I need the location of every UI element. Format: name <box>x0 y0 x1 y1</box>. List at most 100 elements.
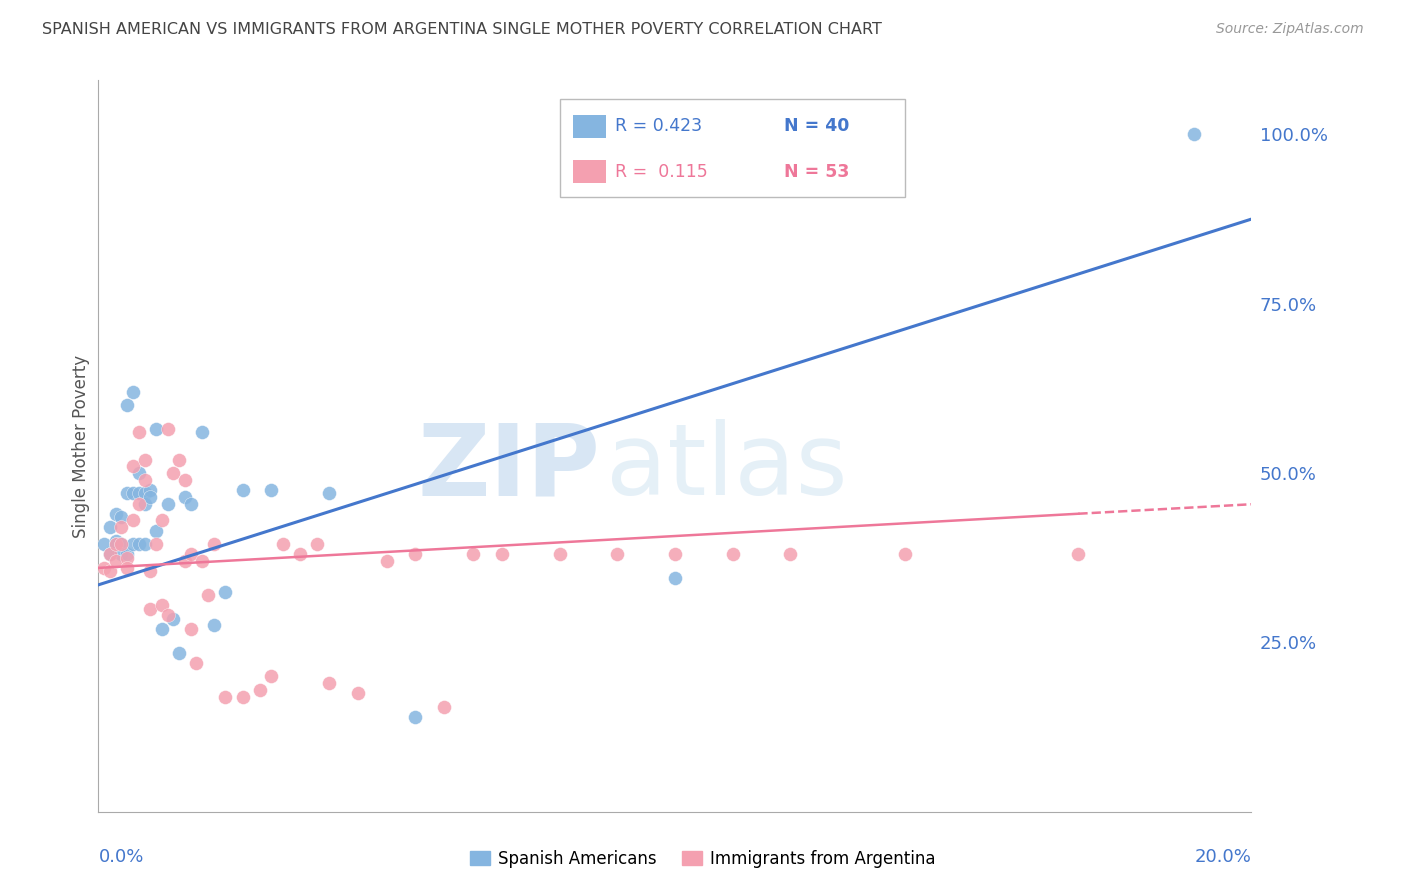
Point <box>664 571 686 585</box>
Point <box>93 561 115 575</box>
Text: SPANISH AMERICAN VS IMMIGRANTS FROM ARGENTINA SINGLE MOTHER POVERTY CORRELATION : SPANISH AMERICAN VS IMMIGRANTS FROM ARGE… <box>42 22 882 37</box>
Text: N = 53: N = 53 <box>785 162 849 181</box>
Point <box>145 537 167 551</box>
Point <box>128 537 150 551</box>
Point <box>461 547 484 561</box>
Point <box>98 564 121 578</box>
Point <box>122 514 145 528</box>
Text: 20.0%: 20.0% <box>1195 848 1251 866</box>
Point <box>405 547 427 561</box>
Text: N = 40: N = 40 <box>785 118 849 136</box>
Point <box>375 554 398 568</box>
Point <box>180 547 202 561</box>
Text: R =  0.115: R = 0.115 <box>614 162 707 181</box>
Point <box>117 486 139 500</box>
Text: Source: ZipAtlas.com: Source: ZipAtlas.com <box>1216 22 1364 37</box>
Point <box>214 584 236 599</box>
Point <box>174 554 197 568</box>
Point <box>894 547 917 561</box>
Point <box>162 612 184 626</box>
Point <box>260 669 283 683</box>
Point <box>128 425 150 440</box>
Point <box>145 422 167 436</box>
Point <box>290 547 312 561</box>
Point <box>202 618 225 632</box>
Point <box>139 564 162 578</box>
Point <box>318 486 340 500</box>
Point <box>1067 547 1090 561</box>
FancyBboxPatch shape <box>560 99 905 197</box>
Point <box>162 466 184 480</box>
Point <box>104 507 127 521</box>
Legend: Spanish Americans, Immigrants from Argentina: Spanish Americans, Immigrants from Argen… <box>464 844 942 875</box>
Point <box>122 459 145 474</box>
Point <box>150 598 173 612</box>
Point <box>271 537 294 551</box>
Bar <box>574 160 606 184</box>
Point <box>186 656 208 670</box>
Point <box>191 554 214 568</box>
Point <box>491 547 513 561</box>
Point <box>156 422 179 436</box>
Point <box>167 452 190 467</box>
Point <box>214 690 236 704</box>
Point <box>110 537 132 551</box>
Point <box>134 486 156 500</box>
Point <box>110 537 132 551</box>
Point <box>156 497 179 511</box>
Point <box>174 473 197 487</box>
Point <box>721 547 744 561</box>
Bar <box>574 115 606 138</box>
Point <box>104 537 127 551</box>
Point <box>1182 128 1205 142</box>
Point <box>779 547 801 561</box>
Point <box>606 547 628 561</box>
Point <box>110 510 132 524</box>
Point <box>231 483 254 497</box>
Point <box>117 398 139 412</box>
Point <box>139 601 162 615</box>
Point <box>180 497 202 511</box>
Point <box>664 547 686 561</box>
Point <box>117 561 139 575</box>
Point <box>167 646 190 660</box>
Point <box>117 547 139 561</box>
Point <box>231 690 254 704</box>
Point <box>150 514 173 528</box>
Point <box>104 537 127 551</box>
Y-axis label: Single Mother Poverty: Single Mother Poverty <box>72 354 90 538</box>
Point <box>307 537 329 551</box>
Point <box>180 622 202 636</box>
Point <box>249 682 271 697</box>
Point <box>98 547 121 561</box>
Point <box>433 699 456 714</box>
Point <box>202 537 225 551</box>
Point <box>128 486 150 500</box>
Point <box>122 384 145 399</box>
Point <box>197 588 219 602</box>
Point <box>139 490 162 504</box>
Point <box>134 473 156 487</box>
Point <box>93 537 115 551</box>
Point <box>134 452 156 467</box>
Point <box>110 520 132 534</box>
Point <box>134 497 156 511</box>
Point <box>139 483 162 497</box>
Text: atlas: atlas <box>606 419 848 516</box>
Text: 0.0%: 0.0% <box>98 848 143 866</box>
Text: ZIP: ZIP <box>418 419 600 516</box>
Point <box>98 520 121 534</box>
Point <box>191 425 214 440</box>
Point <box>145 524 167 538</box>
Point <box>110 547 132 561</box>
Point <box>128 466 150 480</box>
Text: R = 0.423: R = 0.423 <box>614 118 702 136</box>
Point <box>346 686 368 700</box>
Point <box>156 608 179 623</box>
Point <box>98 547 121 561</box>
Point <box>117 550 139 565</box>
Point <box>405 710 427 724</box>
Point <box>104 554 127 568</box>
Point <box>174 490 197 504</box>
Point <box>318 676 340 690</box>
